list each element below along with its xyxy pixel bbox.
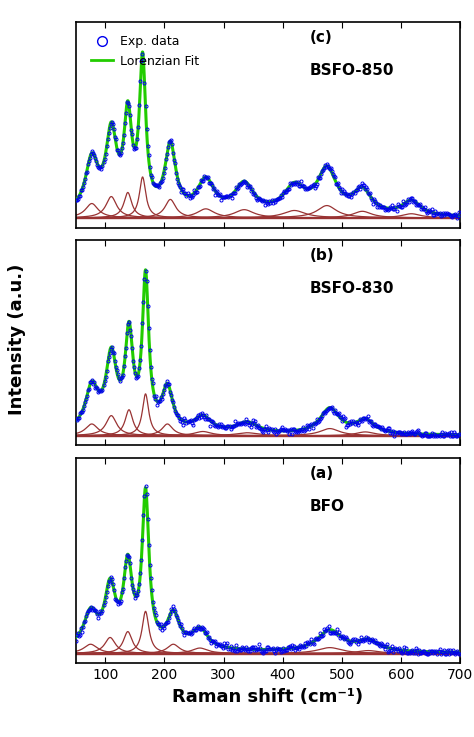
Text: (c): (c) xyxy=(310,30,333,46)
Text: (a): (a) xyxy=(310,466,334,481)
Text: BSFO-830: BSFO-830 xyxy=(310,281,394,296)
Legend: Exp. data, Lorenzian Fit: Exp. data, Lorenzian Fit xyxy=(86,30,204,73)
Text: (b): (b) xyxy=(310,248,335,263)
Text: BSFO-850: BSFO-850 xyxy=(310,63,394,78)
Text: Intensity (a.u.): Intensity (a.u.) xyxy=(8,263,26,415)
X-axis label: Raman shift (cm⁻¹): Raman shift (cm⁻¹) xyxy=(172,688,364,706)
Text: BFO: BFO xyxy=(310,499,345,514)
